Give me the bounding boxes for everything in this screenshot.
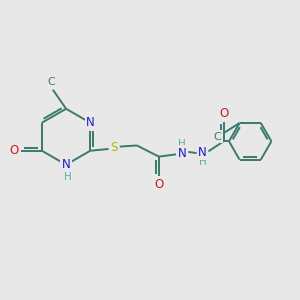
Text: N: N: [62, 158, 70, 171]
Text: H: H: [178, 139, 186, 149]
Text: H: H: [199, 157, 206, 167]
Text: S: S: [110, 141, 118, 154]
Text: O: O: [154, 178, 164, 191]
Text: N: N: [198, 146, 207, 159]
Text: O: O: [219, 107, 228, 120]
Text: N: N: [178, 147, 186, 160]
Text: H: H: [64, 172, 71, 182]
Text: C: C: [214, 132, 221, 142]
Text: N: N: [86, 116, 95, 129]
Text: O: O: [10, 144, 19, 157]
Text: C: C: [47, 77, 55, 87]
